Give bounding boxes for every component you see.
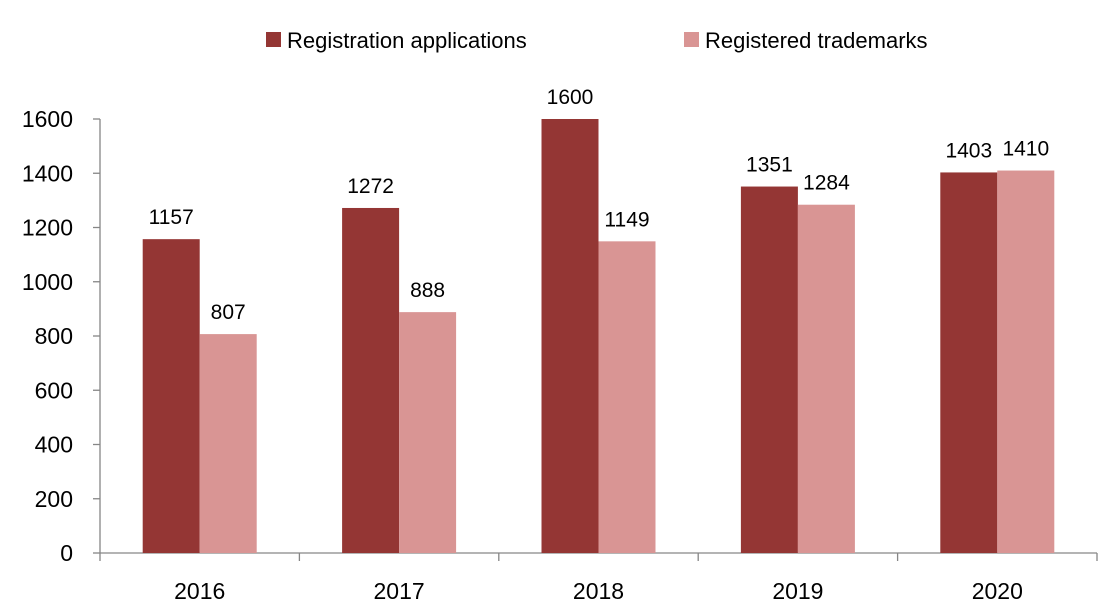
data-label: 807 <box>211 301 246 324</box>
bar-registration-applications <box>342 208 399 553</box>
bar-registration-applications <box>542 119 599 553</box>
legend-swatch-registration-applications <box>266 32 281 47</box>
data-label: 1600 <box>547 86 594 109</box>
data-label: 1403 <box>945 139 992 162</box>
bar-registered-trademarks <box>399 312 456 553</box>
bar-registered-trademarks <box>997 171 1054 553</box>
bar-registered-trademarks <box>200 334 257 553</box>
legend-label-registered-trademarks: Registered trademarks <box>705 28 928 53</box>
y-tick-label: 600 <box>35 377 73 403</box>
data-label: 1157 <box>149 206 194 229</box>
legend-swatch-registered-trademarks <box>684 32 699 47</box>
bar-registered-trademarks <box>599 241 656 553</box>
y-tick-label: 1400 <box>22 160 73 186</box>
y-tick-label: 200 <box>35 486 73 512</box>
y-tick-label: 0 <box>60 540 73 566</box>
bar-registration-applications <box>741 187 798 553</box>
bars <box>143 119 1055 553</box>
data-label: 1149 <box>604 208 649 231</box>
x-tick-label: 2019 <box>772 578 823 604</box>
y-tick-label: 800 <box>35 323 73 349</box>
bar-registration-applications <box>940 172 997 553</box>
x-tick-label: 2017 <box>374 578 425 604</box>
x-tick-label: 2016 <box>174 578 225 604</box>
y-tick-label: 400 <box>35 432 73 458</box>
y-tick-label: 1600 <box>22 106 73 132</box>
data-label: 1410 <box>1002 138 1049 161</box>
x-tick-label: 2018 <box>573 578 624 604</box>
y-tick-label: 1200 <box>22 215 73 241</box>
legend-label-registration-applications: Registration applications <box>287 28 527 53</box>
data-label: 888 <box>410 279 445 302</box>
data-label: 1351 <box>746 154 793 177</box>
x-tick-label: 2020 <box>972 578 1023 604</box>
legend: Registration applications Registered tra… <box>266 28 928 53</box>
bar-registration-applications <box>143 239 200 553</box>
y-tick-label: 1000 <box>22 269 73 295</box>
data-label: 1284 <box>803 172 850 195</box>
bar-registered-trademarks <box>798 205 855 553</box>
data-label: 1272 <box>347 175 394 198</box>
